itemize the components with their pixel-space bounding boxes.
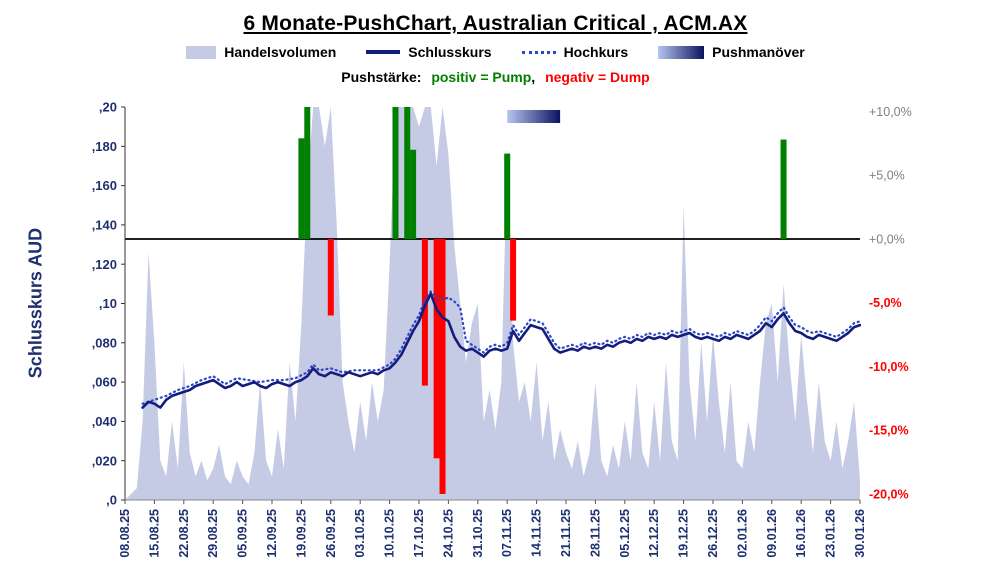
price-tick-label: ,160 bbox=[92, 178, 117, 193]
high-dotted-swatch-icon bbox=[521, 50, 556, 54]
caption-dump: negativ = Dump bbox=[545, 69, 650, 85]
chart-header: 6 Monate-PushChart, Australian Critical … bbox=[0, 0, 991, 85]
price-tick-label: ,020 bbox=[92, 453, 117, 468]
date-tick-label: 24.10.25 bbox=[441, 509, 455, 558]
pump-bar bbox=[410, 149, 417, 239]
date-tick-label: 15.08.25 bbox=[147, 509, 161, 558]
pump-bar bbox=[392, 107, 399, 239]
dump-bar bbox=[510, 239, 517, 321]
date-tick-label: 03.10.25 bbox=[353, 509, 367, 558]
legend-label-high: Hochkurs bbox=[563, 44, 629, 60]
date-tick-label: 28.11.25 bbox=[588, 509, 602, 557]
date-tick-label: 12.09.25 bbox=[265, 509, 279, 558]
price-tick-label: ,060 bbox=[92, 375, 117, 390]
price-tick-label: ,180 bbox=[92, 139, 117, 154]
high-price-line bbox=[141, 290, 861, 405]
date-tick-label: 17.10.25 bbox=[412, 509, 426, 558]
close-price-line bbox=[141, 292, 861, 409]
percent-tick-label: +0,0% bbox=[869, 232, 905, 246]
date-tick-label: 19.12.25 bbox=[677, 509, 691, 558]
close-line-swatch-icon bbox=[366, 50, 401, 54]
date-tick-label: 02.01.26 bbox=[735, 509, 749, 558]
date-tick-label: 31.10.25 bbox=[471, 509, 485, 558]
date-tick-label: 29.08.25 bbox=[206, 509, 220, 558]
pump-bar bbox=[298, 138, 305, 239]
date-tick-label: 16.01.26 bbox=[794, 509, 808, 558]
price-tick-label: ,040 bbox=[92, 414, 117, 429]
price-tick-label: ,20 bbox=[99, 100, 117, 115]
date-tick-label: 14.11.25 bbox=[530, 509, 544, 557]
chart-legend: Handelsvolumen Schlusskurs Hochkurs Push… bbox=[0, 44, 991, 60]
volume-area bbox=[125, 107, 860, 500]
legend-item-close: Schlusskurs bbox=[366, 44, 492, 60]
legend-item-high: Hochkurs bbox=[521, 44, 629, 60]
date-tick-label: 08.08.25 bbox=[118, 509, 132, 558]
legend-label-close: Schlusskurs bbox=[408, 44, 492, 60]
legend-label-volume: Handelsvolumen bbox=[224, 44, 337, 60]
percent-tick-label: +10,0% bbox=[869, 105, 912, 119]
percent-tick-label: -10,0% bbox=[869, 360, 909, 374]
date-tick-label: 21.11.25 bbox=[559, 509, 573, 557]
date-tick-label: 07.11.25 bbox=[500, 509, 514, 557]
pump-bar bbox=[780, 139, 787, 239]
push-strength-caption: Pushstärke: positiv = Pump, negativ = Du… bbox=[0, 69, 991, 85]
caption-pump: positiv = Pump bbox=[431, 69, 532, 85]
pump-bar bbox=[504, 153, 511, 239]
price-tick-label: ,0 bbox=[106, 493, 117, 508]
dump-bar bbox=[433, 239, 440, 459]
price-tick-label: ,140 bbox=[92, 217, 117, 232]
date-tick-label: 19.09.25 bbox=[294, 509, 308, 558]
caption-prefix: Pushstärke: bbox=[341, 69, 422, 85]
volume-swatch-icon bbox=[186, 45, 217, 59]
push-gradient-swatch-icon bbox=[658, 45, 705, 59]
legend-item-volume: Handelsvolumen bbox=[186, 44, 336, 60]
push-maneuver-bar bbox=[507, 110, 561, 123]
price-tick-label: ,10 bbox=[99, 296, 117, 311]
dump-bar bbox=[439, 239, 446, 494]
percent-tick-label: +5,0% bbox=[869, 169, 905, 183]
caption-separator: , bbox=[531, 69, 536, 85]
date-tick-label: 12.12.25 bbox=[647, 509, 661, 558]
price-tick-label: ,120 bbox=[92, 257, 117, 272]
dump-bar bbox=[327, 239, 334, 316]
date-tick-label: 23.01.26 bbox=[824, 509, 838, 558]
percent-tick-label: -5,0% bbox=[869, 296, 902, 310]
date-tick-label: 10.10.25 bbox=[383, 509, 397, 558]
legend-item-push: Pushmanöver bbox=[658, 44, 805, 60]
pump-bar bbox=[304, 107, 311, 239]
date-tick-label: 30.01.26 bbox=[853, 509, 867, 558]
date-tick-label: 26.09.25 bbox=[324, 509, 338, 558]
price-tick-label: ,080 bbox=[92, 335, 117, 350]
date-tick-label: 05.09.25 bbox=[236, 509, 250, 558]
chart-title: 6 Monate-PushChart, Australian Critical … bbox=[243, 12, 748, 35]
percent-tick-label: -15,0% bbox=[869, 424, 909, 438]
dump-bar bbox=[421, 239, 428, 386]
date-tick-label: 05.12.25 bbox=[618, 509, 632, 558]
date-tick-label: 22.08.25 bbox=[177, 509, 191, 558]
legend-label-push: Pushmanöver bbox=[712, 44, 805, 60]
percent-tick-label: -20,0% bbox=[869, 487, 909, 501]
y-axis-title: Schlusskurs AUD bbox=[25, 227, 46, 379]
date-tick-label: 26.12.25 bbox=[706, 509, 720, 558]
date-tick-label: 09.01.26 bbox=[765, 509, 779, 558]
pump-bar bbox=[404, 107, 411, 240]
